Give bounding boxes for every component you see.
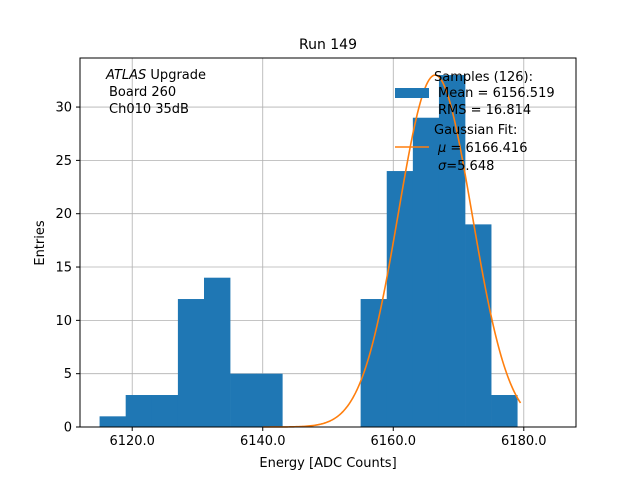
x-axis-label: Energy [ADC Counts] <box>259 456 396 471</box>
legend: Samples (126): Mean = 6156.519 RMS = 16.… <box>395 70 555 174</box>
annotation-line-1: ATLAS Upgrade <box>105 68 206 83</box>
legend-fit-title: Gaussian Fit: <box>434 123 517 138</box>
legend-mu-value: = 6166.416 <box>446 141 527 156</box>
legend-sigma-value: =5.648 <box>446 159 494 174</box>
legend-fit-mu: μ = 6166.416 <box>437 141 527 156</box>
histogram-bar <box>230 373 257 427</box>
chart-title: Run 149 <box>299 37 357 53</box>
histogram-bar <box>151 395 179 427</box>
x-tick-label: 6140.0 <box>240 434 286 449</box>
histogram-bar <box>412 117 440 428</box>
plot-frame <box>79 57 577 428</box>
histogram-bar <box>438 75 466 427</box>
histogram-bar <box>177 299 205 427</box>
annotation-label: Upgrade <box>150 68 206 83</box>
legend-samples-title: Samples (126): <box>434 70 533 85</box>
histogram-bar <box>204 277 231 427</box>
annotation-board: Board 260 <box>109 85 176 100</box>
legend-samples-swatch <box>395 88 429 98</box>
legend-fit-sigma: σ=5.648 <box>438 159 494 174</box>
histogram-bar <box>125 395 153 427</box>
x-tick-label: 6180.0 <box>501 434 547 449</box>
histogram-bar <box>386 171 414 427</box>
histogram-bars <box>99 75 518 428</box>
gaussian-fit-line <box>262 74 522 428</box>
legend-samples-rms: RMS = 16.814 <box>438 103 531 118</box>
histogram-bar <box>360 299 388 427</box>
y-tick-label: 5 <box>64 367 72 382</box>
y-tick-label: 20 <box>55 207 72 222</box>
histogram-bar <box>491 395 518 427</box>
histogram-bar <box>99 416 126 427</box>
x-tick-label: 6120.0 <box>109 434 155 449</box>
x-axis-ticks: 6120.0 6140.0 6160.0 6180.0 <box>109 427 547 449</box>
legend-samples-mean: Mean = 6156.519 <box>438 86 555 101</box>
annotation-experiment: ATLAS <box>105 68 146 83</box>
y-tick-label: 25 <box>55 154 72 169</box>
legend-sigma-symbol: σ <box>438 159 447 174</box>
annotation-channel: Ch010 35dB <box>109 102 189 117</box>
y-axis-ticks: 0 5 10 15 20 25 30 <box>55 101 80 436</box>
atlas-annotation: ATLAS Upgrade Board 260 Ch010 35dB <box>105 68 206 117</box>
y-tick-label: 30 <box>55 101 72 116</box>
y-tick-label: 0 <box>64 421 72 436</box>
y-axis-label: Entries <box>33 220 48 266</box>
y-tick-label: 10 <box>55 314 72 329</box>
x-tick-label: 6160.0 <box>371 434 417 449</box>
y-tick-label: 15 <box>55 261 72 276</box>
histogram-bar <box>465 224 492 427</box>
histogram-bar <box>256 373 283 427</box>
legend-mu-symbol: μ <box>437 141 446 156</box>
